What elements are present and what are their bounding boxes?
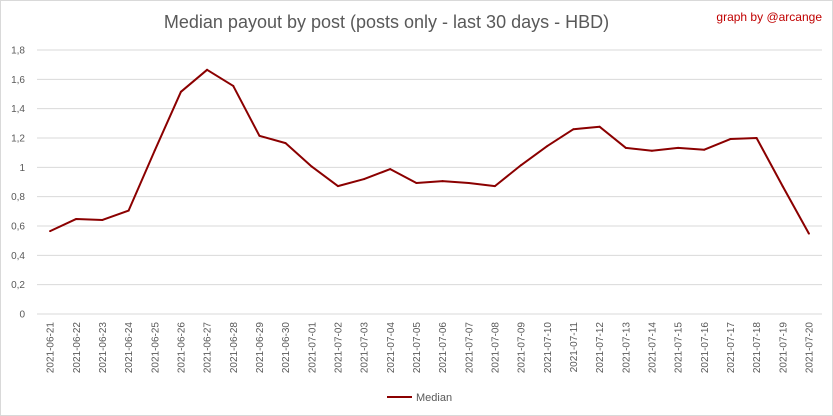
y-tick-label: 1,6: [11, 75, 25, 86]
data-point: [127, 209, 130, 212]
grid-lines: [37, 49, 822, 315]
x-tick-label: 2021-07-14: [647, 322, 658, 374]
x-tick-label: 2021-07-10: [543, 322, 554, 374]
x-tick-label: 2021-07-03: [360, 322, 371, 374]
data-point: [572, 128, 575, 131]
x-tick-label: 2021-06-24: [124, 322, 135, 374]
x-tick-labels: 2021-06-21 2021-06-22 2021-06-23 2021-06-24…: [46, 322, 816, 374]
x-tick-label: 2021-07-11: [569, 322, 580, 373]
x-tick-label: 2021-07-12: [595, 322, 606, 374]
x-tick-label: 2021-06-22: [72, 322, 83, 374]
x-tick-label: 2021-07-18: [752, 322, 763, 374]
data-point: [650, 149, 653, 152]
x-tick-label: 2021-07-06: [438, 322, 449, 374]
series-line-median: [49, 68, 810, 235]
x-tick-label: 2021-07-13: [621, 322, 632, 374]
x-tick-label: 2021-07-08: [490, 322, 501, 374]
data-point: [807, 232, 810, 235]
data-point: [232, 84, 235, 87]
x-tick-label: 2021-07-15: [674, 322, 685, 374]
chart-title: Median payout by post (posts only - last…: [163, 12, 610, 32]
y-tick-label: 0,8: [11, 192, 25, 203]
data-point: [363, 178, 366, 181]
x-tick-label: 2021-06-30: [281, 322, 292, 374]
x-tick-label: 2021-06-27: [203, 322, 214, 374]
data-point: [284, 142, 287, 145]
y-tick-label: 1: [19, 163, 25, 174]
x-tick-label: 2021-06-26: [176, 322, 187, 374]
data-point: [336, 185, 339, 188]
y-tick-label: 0,6: [11, 222, 25, 233]
x-tick-label: 2021-07-05: [412, 322, 423, 374]
x-tick-label: 2021-07-19: [778, 322, 789, 374]
legend-label: Median: [416, 392, 452, 404]
data-point: [467, 182, 470, 185]
x-tick-label: 2021-06-28: [229, 322, 240, 374]
data-point: [493, 185, 496, 188]
x-tick-label: 2021-07-17: [726, 322, 737, 374]
x-tick-label: 2021-07-09: [517, 322, 528, 374]
x-tick-label: 2021-07-07: [464, 322, 475, 374]
series-layer: [49, 68, 810, 235]
x-tick-label: 2021-06-23: [98, 322, 109, 374]
data-point: [179, 90, 182, 93]
data-point: [729, 138, 732, 141]
x-tick-label: 2021-06-25: [150, 322, 161, 374]
x-tick-label: 2021-06-29: [255, 322, 266, 374]
y-tick-label: 1,4: [11, 104, 25, 115]
data-point: [49, 230, 52, 233]
x-tick-label: 2021-07-01: [307, 322, 318, 374]
y-tick-label: 0,4: [11, 251, 25, 262]
y-tick-labels: 0 0,2 0,4 0,6 0,8 1 1,2 1,4 1,6 1,8: [11, 46, 25, 321]
data-point: [310, 165, 313, 168]
data-point: [598, 125, 601, 128]
legend: Median: [387, 392, 452, 404]
x-tick-label: 2021-06-21: [46, 322, 57, 374]
data-point: [75, 217, 78, 220]
x-tick-label: 2021-07-20: [804, 322, 815, 374]
data-point: [703, 148, 706, 151]
data-point: [389, 168, 392, 171]
y-tick-label: 1,8: [11, 46, 25, 57]
data-point: [206, 68, 209, 71]
y-tick-label: 0,2: [11, 280, 25, 291]
data-point: [624, 146, 627, 149]
y-tick-label: 0: [19, 310, 25, 321]
credit-label: graph by @arcange: [716, 10, 822, 24]
data-point: [755, 137, 758, 139]
x-tick-label: 2021-07-02: [333, 322, 344, 374]
data-point: [415, 182, 418, 185]
data-point: [441, 180, 444, 183]
data-point: [520, 164, 523, 167]
data-point: [258, 134, 261, 137]
data-point: [153, 149, 156, 152]
data-point: [101, 218, 104, 221]
data-point: [546, 145, 549, 148]
data-point: [781, 185, 784, 188]
y-tick-label: 1,2: [11, 134, 25, 145]
x-tick-label: 2021-07-16: [700, 322, 711, 374]
x-tick-label: 2021-07-04: [386, 322, 397, 374]
data-point: [677, 146, 680, 149]
